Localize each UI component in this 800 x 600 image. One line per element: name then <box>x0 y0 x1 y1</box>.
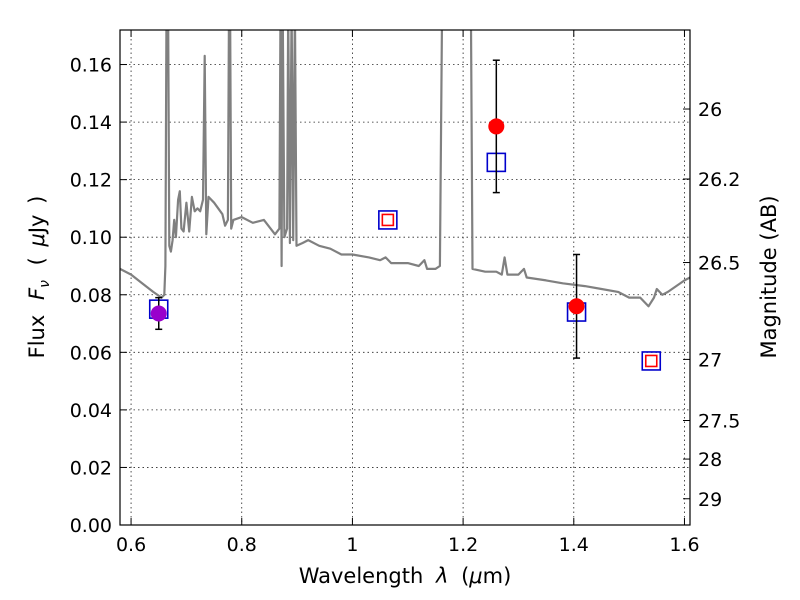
y-tick-label: 0.06 <box>70 342 112 364</box>
y-tick-label: 0.12 <box>70 170 112 192</box>
observed-flux-point <box>488 118 505 135</box>
model-photometry-inner-marker <box>644 354 658 368</box>
x-tick-label: 1.2 <box>448 534 478 556</box>
right-axis-title: Magnitude (AB) <box>757 195 781 358</box>
model-photometry-inner-marker <box>381 213 395 227</box>
ticks: 0.6 0.8 1 1.2 1.4 1.6 0.00 0.02 0.04 0.06 0.08 0.10… <box>70 30 740 556</box>
y-tick-label: 0.10 <box>70 227 112 249</box>
x-tick-label: 1.4 <box>559 534 589 556</box>
right-tick-label: 28 <box>698 449 722 471</box>
right-tick-label: 29 <box>698 489 722 511</box>
plot-area <box>120 30 690 371</box>
right-tick-label: 27.5 <box>698 411 740 433</box>
y-tick-label: 0.00 <box>70 515 112 537</box>
y-tick-label: 0.14 <box>70 112 112 134</box>
y-tick-label: 0.04 <box>70 400 112 422</box>
model-photometry-marker <box>641 351 662 371</box>
x-tick-label: 1 <box>346 534 358 556</box>
observed-flux-point <box>150 305 167 322</box>
model-photometry-marker <box>378 210 398 230</box>
y-tick-label: 0.16 <box>70 55 112 77</box>
x-axis-title: Wavelength λ (μm) <box>299 564 512 588</box>
x-tick-label: 1.6 <box>669 534 699 556</box>
right-tick-label: 26.2 <box>698 169 740 191</box>
y-tick-label: 0.08 <box>70 285 112 307</box>
x-tick-label: 0.6 <box>116 534 146 556</box>
plot-frame <box>119 29 691 526</box>
right-tick-label: 26.5 <box>698 253 740 275</box>
right-tick-label: 27 <box>698 349 722 371</box>
observed-flux-point <box>568 298 585 315</box>
right-tick-label: 26 <box>698 99 722 121</box>
y-tick-label: 0.02 <box>70 457 112 479</box>
model-spectrum-line <box>120 30 690 308</box>
x-tick-label: 0.8 <box>227 534 257 556</box>
y-axis-title: Flux Fν ( μJy ) <box>25 196 54 359</box>
